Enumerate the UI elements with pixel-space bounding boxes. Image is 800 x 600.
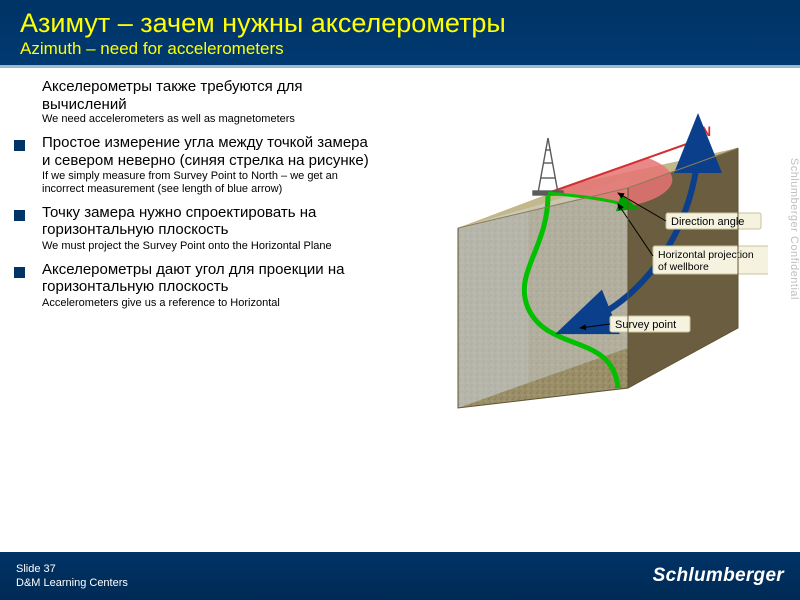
slide-number: Slide 37 [16,562,128,576]
learning-center: D&M Learning Centers [16,576,128,590]
intro-english: We need accelerometers as well as magnet… [42,113,374,126]
slide-header: Азимут – зачем нужны акселерометры Azimu… [0,0,800,68]
list-item: Точку замера нужно спроектировать на гор… [42,204,374,253]
svg-text:of wellbore: of wellbore [658,261,709,273]
north-label: N [701,123,711,139]
text-column: Акселерометры также требуются для вычисл… [10,78,380,418]
intro-russian: Акселерометры также требуются для вычисл… [42,78,374,113]
bullet-english: Accelerometers give us a reference to Ho… [42,297,374,310]
confidential-watermark: Schlumberger Confidential [788,158,800,300]
svg-text:Survey point: Survey point [615,319,676,331]
schlumberger-logo: Schlumberger [653,565,784,587]
title-russian: Азимут – зачем нужны акселерометры [20,8,780,39]
bullet-russian: Акселерометры дают угол для проекции на … [42,261,374,296]
diagram-column: N [380,78,786,418]
wellbore-diagram: N [398,98,768,418]
bullet-english: If we simply measure from Survey Point t… [42,170,374,195]
bullet-russian: Простое измерение угла между точкой заме… [42,134,374,169]
bullet-list: Простое измерение угла между точкой заме… [42,134,374,310]
bullet-english: We must project the Survey Point onto th… [42,240,374,253]
svg-text:Horizontal projection: Horizontal projection [658,249,754,261]
slide-body: Акселерометры также требуются для вычисл… [0,68,800,418]
list-item: Акселерометры дают угол для проекции на … [42,261,374,310]
diagram-svg: N [398,98,768,418]
rig-icon [533,138,563,195]
footer-info: Slide 37 D&M Learning Centers [16,562,128,591]
slide-footer: Slide 37 D&M Learning Centers Schlumberg… [0,552,800,600]
list-item: Простое измерение угла между точкой заме… [42,134,374,196]
bullet-russian: Точку замера нужно спроектировать на гор… [42,204,374,239]
svg-text:Direction angle: Direction angle [671,216,744,228]
title-english: Azimuth – need for accelerometers [20,39,780,59]
